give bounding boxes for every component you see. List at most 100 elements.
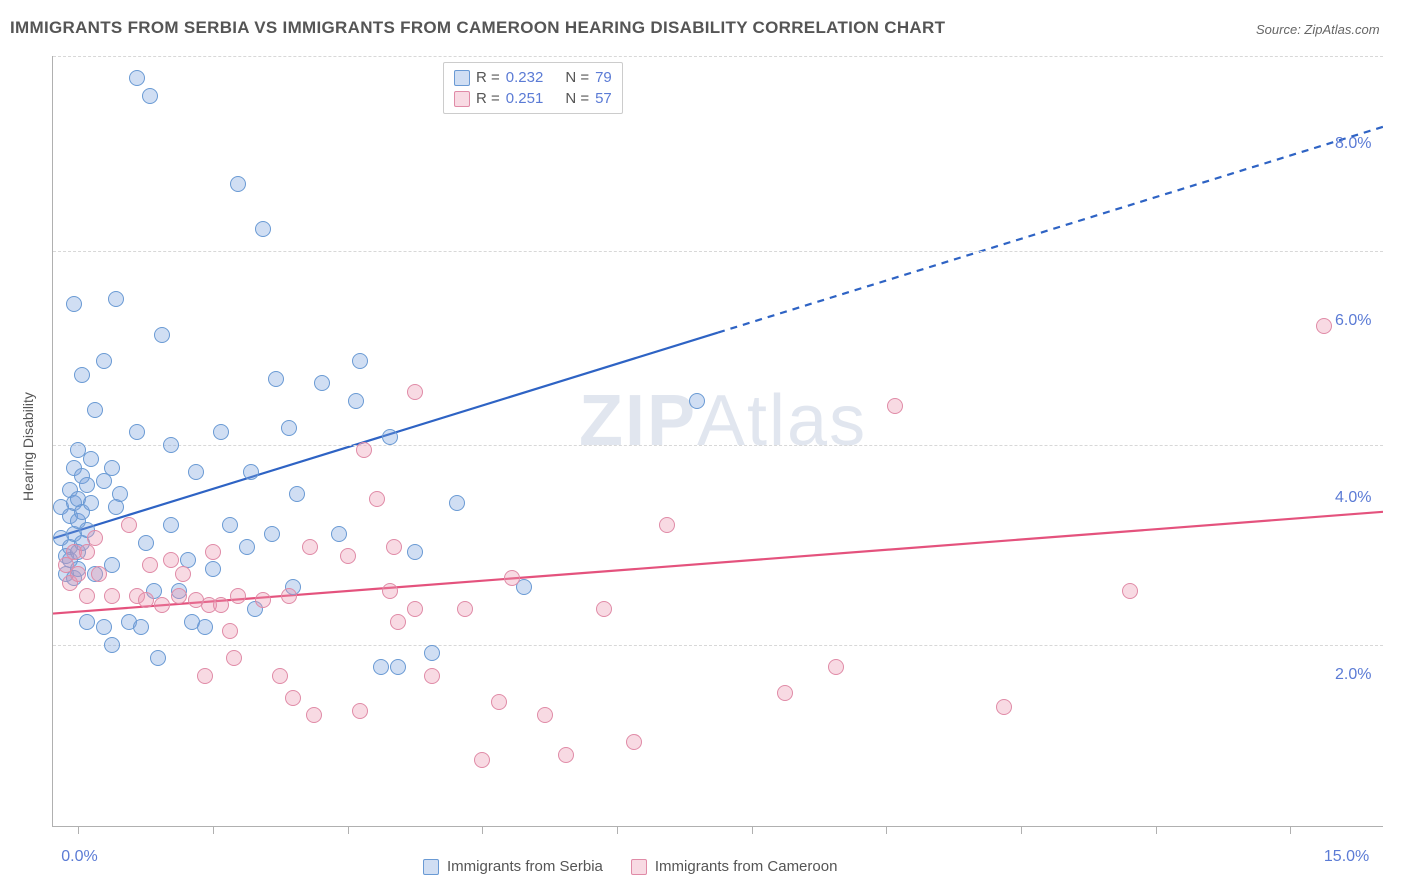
x-tick	[348, 826, 349, 834]
data-point-cameroon	[87, 530, 103, 546]
data-point-serbia	[96, 353, 112, 369]
data-point-serbia	[268, 371, 284, 387]
data-point-cameroon	[175, 566, 191, 582]
data-point-cameroon	[154, 597, 170, 613]
y-axis-label: 4.0%	[1335, 489, 1371, 507]
data-point-serbia	[83, 495, 99, 511]
data-point-cameroon	[226, 650, 242, 666]
data-point-serbia	[112, 486, 128, 502]
legend-stats: R = 0.232N = 79R = 0.251N = 57	[443, 62, 623, 114]
data-point-serbia	[104, 460, 120, 476]
data-point-serbia	[108, 291, 124, 307]
data-point-cameroon	[121, 517, 137, 533]
legend-series: Immigrants from SerbiaImmigrants from Ca…	[423, 858, 837, 875]
x-tick	[617, 826, 618, 834]
data-point-serbia	[138, 535, 154, 551]
data-point-serbia	[689, 393, 705, 409]
data-point-cameroon	[390, 614, 406, 630]
data-point-serbia	[104, 637, 120, 653]
data-point-serbia	[129, 70, 145, 86]
data-point-serbia	[188, 464, 204, 480]
data-point-serbia	[264, 526, 280, 542]
data-point-cameroon	[504, 570, 520, 586]
data-point-cameroon	[407, 601, 423, 617]
y-axis-label: 6.0%	[1335, 312, 1371, 330]
y-axis-label: 8.0%	[1335, 135, 1371, 153]
legend-stat-row-cameroon: R = 0.251N = 57	[454, 88, 612, 109]
data-point-cameroon	[457, 601, 473, 617]
data-point-cameroon	[424, 668, 440, 684]
data-point-cameroon	[163, 552, 179, 568]
data-point-cameroon	[626, 734, 642, 750]
data-point-serbia	[163, 437, 179, 453]
data-point-cameroon	[558, 747, 574, 763]
data-point-cameroon	[281, 588, 297, 604]
data-point-serbia	[79, 614, 95, 630]
x-tick	[1156, 826, 1157, 834]
data-point-serbia	[163, 517, 179, 533]
data-point-cameroon	[142, 557, 158, 573]
data-point-cameroon	[205, 544, 221, 560]
y-axis-title: Hearing Disability	[20, 392, 36, 501]
data-point-cameroon	[79, 588, 95, 604]
data-point-cameroon	[1122, 583, 1138, 599]
data-point-cameroon	[91, 566, 107, 582]
data-point-cameroon	[285, 690, 301, 706]
data-point-serbia	[255, 221, 271, 237]
data-point-cameroon	[70, 566, 86, 582]
data-point-cameroon	[197, 668, 213, 684]
data-point-serbia	[154, 327, 170, 343]
x-tick	[886, 826, 887, 834]
data-point-serbia	[222, 517, 238, 533]
data-point-cameroon	[474, 752, 490, 768]
data-point-cameroon	[1316, 318, 1332, 334]
data-point-serbia	[74, 367, 90, 383]
data-point-cameroon	[340, 548, 356, 564]
data-point-serbia	[83, 451, 99, 467]
data-point-cameroon	[407, 384, 423, 400]
data-point-serbia	[205, 561, 221, 577]
data-point-serbia	[449, 495, 465, 511]
x-tick	[1021, 826, 1022, 834]
chart-title: IMMIGRANTS FROM SERBIA VS IMMIGRANTS FRO…	[10, 18, 945, 38]
data-point-cameroon	[230, 588, 246, 604]
data-point-cameroon	[491, 694, 507, 710]
data-point-cameroon	[996, 699, 1012, 715]
data-point-serbia	[230, 176, 246, 192]
gridline	[53, 251, 1383, 252]
data-point-serbia	[281, 420, 297, 436]
data-point-serbia	[314, 375, 330, 391]
legend-item-cameroon: Immigrants from Cameroon	[631, 858, 838, 875]
legend-stat-row-serbia: R = 0.232N = 79	[454, 67, 612, 88]
x-tick	[1290, 826, 1291, 834]
y-axis-label: 2.0%	[1335, 666, 1371, 684]
data-point-serbia	[150, 650, 166, 666]
data-point-cameroon	[887, 398, 903, 414]
data-point-cameroon	[659, 517, 675, 533]
data-point-serbia	[66, 296, 82, 312]
trend-lines	[53, 56, 1383, 826]
x-axis-label: 15.0%	[1324, 848, 1369, 866]
data-point-cameroon	[138, 592, 154, 608]
data-point-serbia	[289, 486, 305, 502]
data-point-serbia	[407, 544, 423, 560]
gridline	[53, 445, 1383, 446]
data-point-cameroon	[171, 588, 187, 604]
x-tick	[213, 826, 214, 834]
data-point-cameroon	[302, 539, 318, 555]
data-point-cameroon	[306, 707, 322, 723]
data-point-serbia	[79, 477, 95, 493]
data-point-cameroon	[255, 592, 271, 608]
gridline	[53, 56, 1383, 57]
plot-area: ZIPAtlas 2.0%4.0%6.0%8.0%	[52, 56, 1383, 827]
x-tick	[482, 826, 483, 834]
data-point-cameroon	[828, 659, 844, 675]
data-point-cameroon	[777, 685, 793, 701]
data-point-serbia	[243, 464, 259, 480]
data-point-cameroon	[272, 668, 288, 684]
data-point-cameroon	[596, 601, 612, 617]
data-point-cameroon	[386, 539, 402, 555]
data-point-serbia	[348, 393, 364, 409]
data-point-serbia	[331, 526, 347, 542]
data-point-cameroon	[369, 491, 385, 507]
